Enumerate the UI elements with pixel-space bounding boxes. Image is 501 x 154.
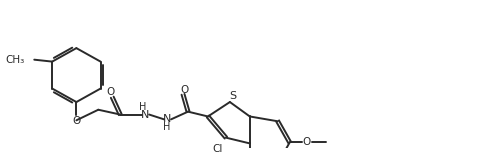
Text: O: O: [72, 116, 81, 126]
Text: O: O: [303, 138, 311, 147]
Text: N: N: [141, 109, 149, 120]
Text: Cl: Cl: [213, 144, 223, 154]
Text: N: N: [163, 114, 171, 124]
Text: H: H: [139, 102, 147, 112]
Text: O: O: [106, 87, 114, 97]
Text: H: H: [163, 122, 171, 132]
Text: O: O: [180, 85, 188, 95]
Text: CH₃: CH₃: [5, 55, 24, 65]
Text: S: S: [229, 91, 236, 101]
